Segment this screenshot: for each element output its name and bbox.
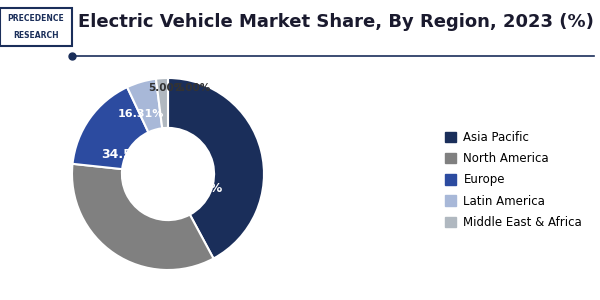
Wedge shape — [73, 87, 148, 169]
Text: RESEARCH: RESEARCH — [13, 31, 59, 40]
Text: 16.31%: 16.31% — [118, 110, 164, 119]
Legend: Asia Pacific, North America, Europe, Latin America, Middle East & Africa: Asia Pacific, North America, Europe, Lat… — [439, 125, 588, 235]
Text: 42.14%: 42.14% — [170, 182, 223, 195]
Text: 5.00%: 5.00% — [148, 82, 184, 93]
Wedge shape — [72, 164, 214, 270]
Wedge shape — [127, 79, 162, 132]
Text: 2.00%: 2.00% — [174, 82, 210, 93]
Text: PRECEDENCE: PRECEDENCE — [8, 14, 64, 23]
Wedge shape — [156, 78, 168, 128]
FancyBboxPatch shape — [0, 8, 72, 46]
Text: 34.55%: 34.55% — [101, 148, 154, 161]
Text: Electric Vehicle Market Share, By Region, 2023 (%): Electric Vehicle Market Share, By Region… — [78, 13, 594, 31]
Wedge shape — [168, 78, 264, 259]
